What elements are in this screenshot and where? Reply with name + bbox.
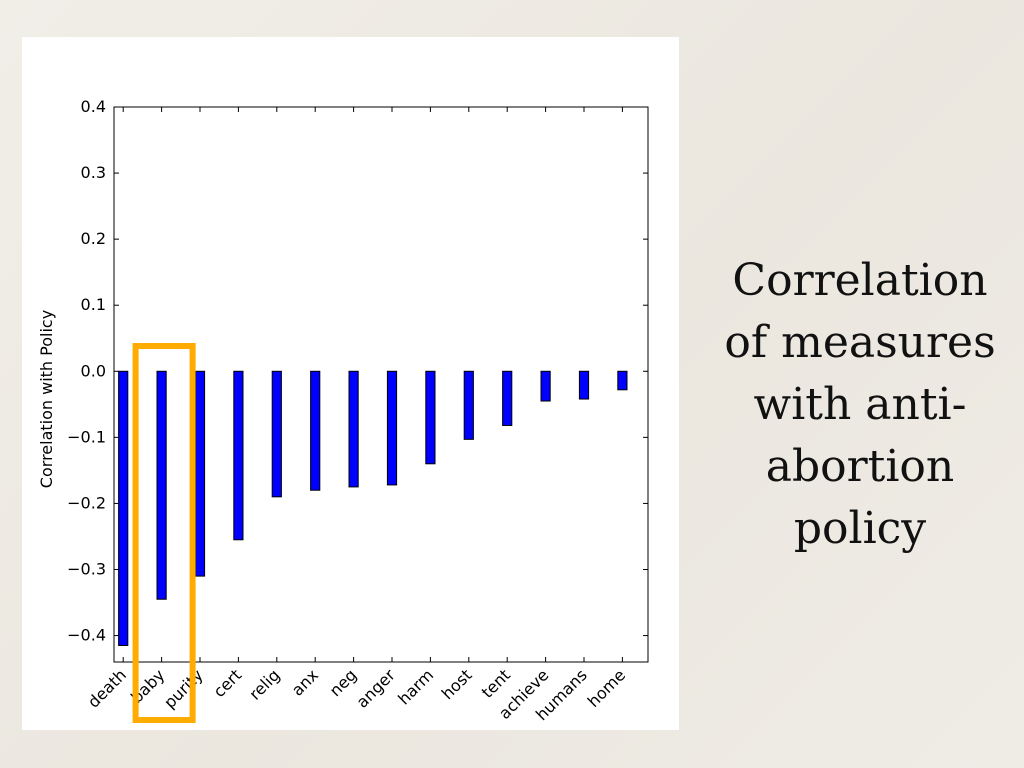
bar-cert <box>233 370 244 541</box>
x-tick-label: anx <box>288 665 322 699</box>
bar-neg <box>348 370 359 488</box>
caption-line: policy <box>793 503 927 554</box>
bar-home <box>617 370 628 391</box>
bar-host <box>463 370 474 440</box>
y-axis-ticks: 0.4 0.3 0.2 0.1 0.0 −0.1 −0.2 −0.3 −0.4 <box>67 97 648 645</box>
x-tick-label: death <box>84 665 130 711</box>
bar-relig <box>271 370 282 498</box>
bar-harm <box>425 370 436 465</box>
x-tick-label: host <box>438 665 476 703</box>
caption-line: Correlation <box>732 255 988 306</box>
x-tick-label: purity <box>160 665 207 712</box>
bar-anx <box>310 370 321 491</box>
y-tick-label: 0.2 <box>81 229 106 248</box>
y-axis-label: Correlation with Policy <box>37 310 56 488</box>
bar-purity <box>194 370 206 577</box>
bar-death <box>118 370 129 646</box>
bar-anger <box>386 370 398 486</box>
y-tick-label: −0.3 <box>67 560 106 579</box>
x-tick-label: home <box>584 665 630 711</box>
x-tick-label: relig <box>245 665 283 703</box>
bar-tent <box>502 370 513 426</box>
y-tick-label: −0.2 <box>67 493 106 512</box>
bar-achieve <box>540 370 551 402</box>
y-tick-label: −0.4 <box>67 626 106 645</box>
y-tick-label: 0.4 <box>81 97 106 116</box>
y-tick-label: 0.0 <box>81 361 106 380</box>
bar-humans <box>578 370 590 400</box>
slide-caption: Correlation of measures with anti- abort… <box>700 250 1020 560</box>
bar-chart: 0.40.30.20.10.0−0.1−0.2−0.3−0.4 deathbab… <box>37 97 649 724</box>
x-tick-label: anger <box>352 665 399 712</box>
bar-baby <box>156 370 167 600</box>
plot-frame <box>113 106 649 663</box>
y-tick-label: −0.1 <box>67 427 106 446</box>
highlight-box-baby <box>132 343 196 723</box>
caption-line: of measures <box>724 317 996 368</box>
bars-layer <box>118 370 628 646</box>
y-tick-label: 0.3 <box>81 163 106 182</box>
y-tick-label: 0.1 <box>81 295 106 314</box>
x-tick-label: harm <box>394 665 437 708</box>
x-tick-label: cert <box>210 665 246 701</box>
caption-line: abortion <box>765 441 955 492</box>
caption-line: with anti- <box>753 379 967 430</box>
